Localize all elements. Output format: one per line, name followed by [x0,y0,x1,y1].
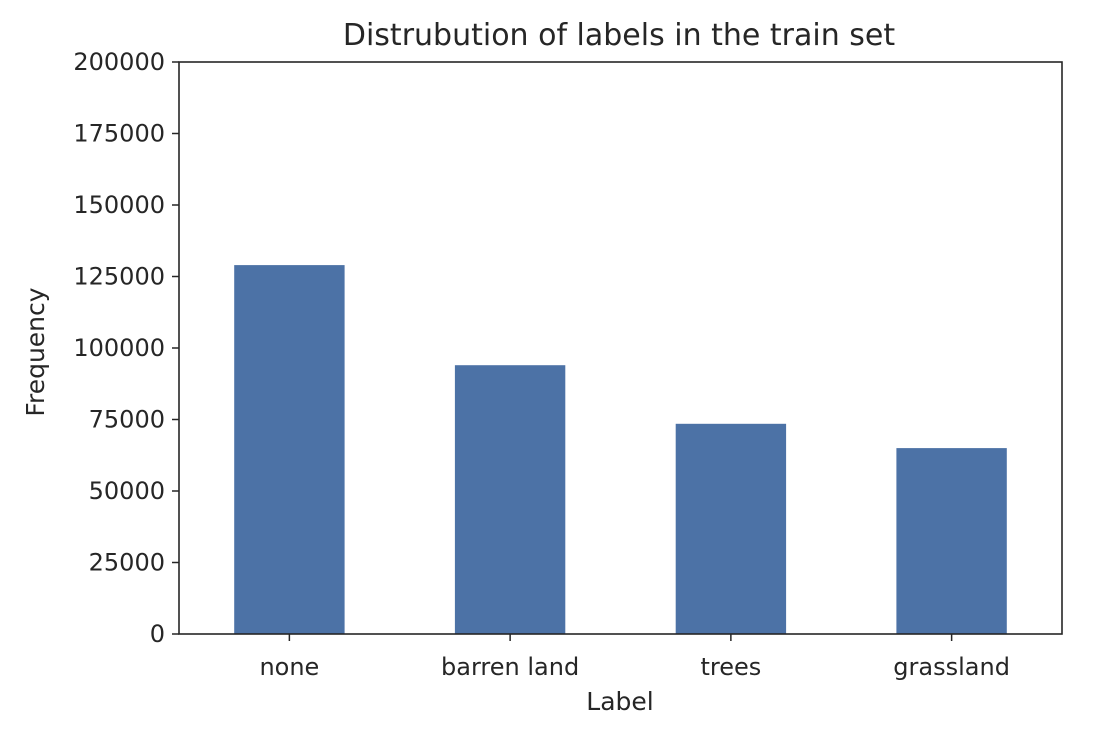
y-tick-label: 200000 [73,48,165,76]
x-tick-label: trees [700,653,761,681]
bar-barren-land [454,365,566,634]
y-tick-label: 150000 [73,191,165,219]
y-tick-label: 125000 [73,263,165,291]
y-tick-label: 100000 [73,334,165,362]
bar-none [234,265,345,634]
y-axis-label: Frequency [21,287,50,416]
y-tick-label: 50000 [89,477,165,505]
y-tick-label: 175000 [73,120,165,148]
y-tick-label: 75000 [89,406,165,434]
x-axis-label: Label [586,687,653,716]
bar-trees [675,423,787,634]
x-axis: none barren land trees grassland [259,634,1010,681]
y-tick-label: 0 [150,620,165,648]
bar-grassland [896,448,1007,634]
y-tick-label: 25000 [89,549,165,577]
y-axis: 0 25000 50000 75000 100000 125000 150000 175000… [73,48,179,648]
x-tick-label: barren land [441,653,579,681]
chart-title: Distrubution of labels in the train set [343,18,896,53]
bars-group [234,265,1007,634]
x-tick-label: none [259,653,319,681]
x-tick-label: grassland [893,653,1010,681]
